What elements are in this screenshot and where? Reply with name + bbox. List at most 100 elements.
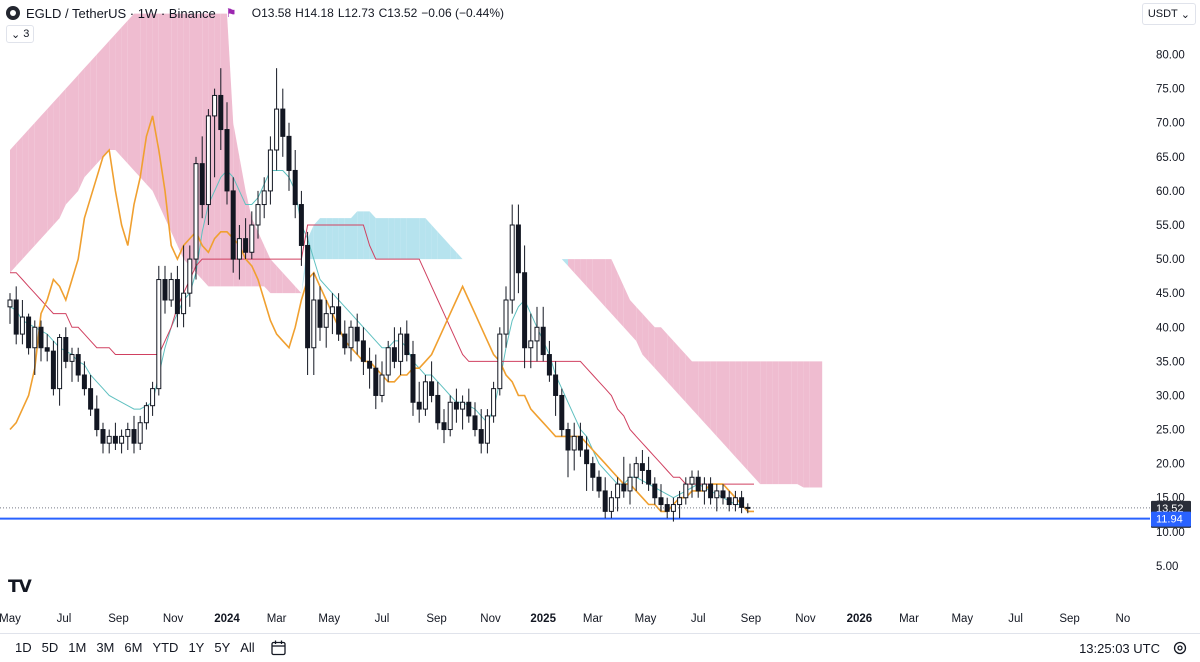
currency-label: USDT [1147, 8, 1178, 20]
cloud-segment [351, 211, 358, 260]
candle [69, 354, 75, 362]
y-tick-label: 20.00 [1156, 459, 1185, 471]
candle [100, 429, 106, 444]
candle [112, 435, 118, 444]
currency-selector[interactable]: USDT ⌄ [1141, 3, 1196, 25]
candle [621, 483, 627, 492]
cloud-segment [704, 361, 711, 430]
candle [478, 429, 484, 444]
cloud-segment [623, 286, 630, 335]
candle [44, 347, 50, 352]
cloud-segment [803, 361, 810, 488]
candle [435, 394, 441, 424]
low-value: L12.73 [337, 6, 375, 20]
cloud-segment [59, 88, 66, 219]
candle [150, 388, 156, 407]
cloud-segment [320, 218, 327, 260]
candle [441, 422, 447, 431]
candle [515, 224, 521, 274]
candle [683, 483, 689, 499]
range-button-5d[interactable]: 5D [41, 640, 59, 655]
cloud-segment [592, 259, 599, 300]
cloud-segment [357, 211, 364, 260]
cloud-segment [65, 81, 72, 205]
range-button-1d[interactable]: 1D [15, 640, 32, 655]
range-button-3m[interactable]: 3M [96, 640, 115, 655]
range-button-1y[interactable]: 1Y [188, 640, 205, 655]
cloud-segment [419, 218, 426, 260]
cloud-segment [72, 75, 79, 198]
cloud-segment [735, 361, 742, 464]
cloud-segment [729, 361, 736, 457]
range-button-5y[interactable]: 5Y [214, 640, 231, 655]
y-tick-label: 80.00 [1156, 50, 1185, 62]
candle [491, 388, 497, 417]
y-tick-label: 30.00 [1156, 390, 1185, 402]
cloud-segment [450, 245, 457, 260]
candle [416, 401, 422, 410]
chevron-down-icon: ⌄ [11, 28, 21, 41]
candle [745, 506, 751, 509]
x-tick-label: Jul [375, 613, 390, 625]
cloud-segment [679, 347, 686, 403]
candle [590, 463, 596, 478]
x-tick-label: May [951, 613, 973, 625]
symbol-logo-icon [6, 6, 20, 20]
bottom-toolbar: 1D 5D 1M 3M 6M YTD 1Y 5Y All 13:25:03 UTC [0, 633, 1200, 662]
cloud-segment [673, 340, 680, 396]
candle [143, 405, 149, 424]
flag-icon[interactable]: ⚑ [225, 6, 237, 20]
candle [342, 333, 348, 349]
cloud-segment [437, 231, 444, 260]
cloud-segment [406, 218, 413, 260]
candle [385, 347, 391, 376]
y-tick-label: 10.00 [1156, 527, 1185, 539]
indicator-toggle-button[interactable]: ⌄ 3 [6, 25, 35, 43]
candle [26, 316, 32, 349]
y-tick-label: 50.00 [1156, 254, 1185, 266]
candle [199, 163, 205, 206]
cloud-segment [152, 13, 159, 205]
candle [267, 149, 273, 192]
cloud-segment [53, 95, 60, 225]
range-button-1m[interactable]: 1M [68, 640, 87, 655]
candle [658, 497, 664, 506]
cloud-segment [791, 361, 798, 485]
cloud-segment [276, 265, 283, 294]
cloud-segment [772, 361, 779, 485]
cloud-segment [667, 334, 674, 389]
x-tick-label: Sep [1059, 613, 1079, 625]
candle [528, 340, 534, 349]
x-tick-label: 2025 [530, 613, 556, 625]
candle [38, 326, 44, 349]
candle [156, 279, 162, 390]
gear-icon[interactable] [1172, 640, 1188, 656]
y-tick-label: 25.00 [1156, 425, 1185, 437]
range-button-all[interactable]: All [240, 640, 255, 655]
candle [230, 190, 236, 260]
candle [596, 476, 602, 492]
candle [212, 94, 218, 117]
x-tick-label: Sep [741, 613, 761, 625]
cloud-segment [586, 259, 593, 294]
candle [639, 463, 645, 471]
calendar-icon[interactable] [270, 639, 288, 657]
candle [466, 401, 472, 417]
candle [553, 374, 559, 396]
candle [181, 292, 187, 315]
range-button-6m[interactable]: 6M [124, 640, 143, 655]
cloud-segment [134, 13, 141, 178]
symbol-title[interactable]: EGLD / TetherUS · 1W · Binance [26, 5, 216, 21]
cloud-segment [716, 361, 723, 444]
y-tick-label: 5.00 [1156, 561, 1178, 573]
y-tick-label: 35.00 [1156, 356, 1185, 368]
candle [726, 497, 732, 506]
candle [205, 115, 211, 206]
candle [522, 272, 528, 349]
candle [305, 244, 311, 349]
range-button-ytd[interactable]: YTD [152, 640, 179, 655]
y-tick-label: 70.00 [1156, 118, 1185, 130]
clock[interactable]: 13:25:03 UTC [1079, 641, 1160, 656]
cloud-segment [375, 218, 382, 260]
